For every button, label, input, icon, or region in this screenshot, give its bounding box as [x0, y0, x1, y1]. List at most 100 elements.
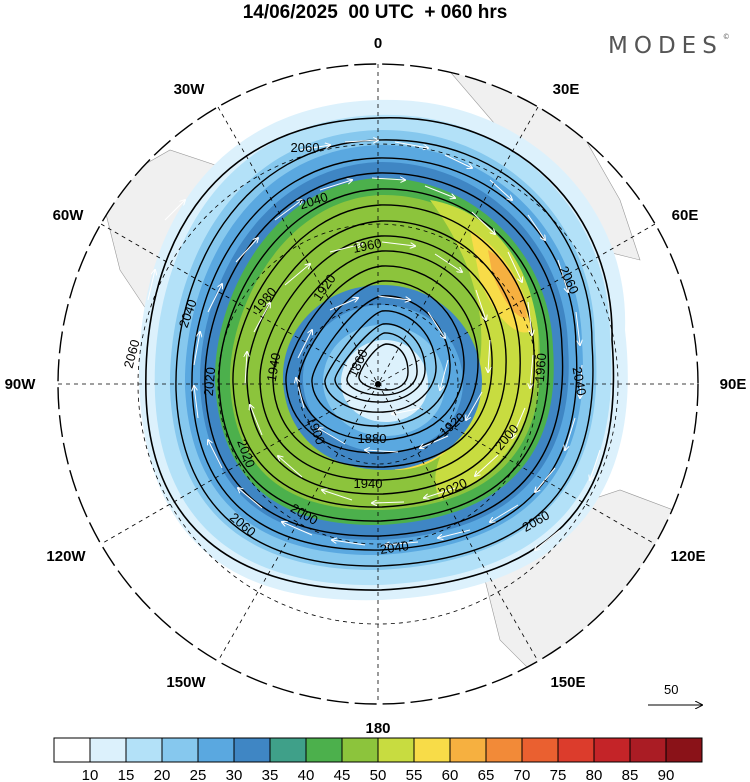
wind-vector — [424, 487, 456, 498]
wind-vector — [318, 428, 346, 445]
colorbar-swatch — [305, 737, 343, 763]
wind-vector — [590, 449, 601, 480]
colorbar-label: 90 — [658, 767, 675, 782]
lon-label-180: 180 — [365, 720, 390, 737]
colorbar-label: 80 — [586, 767, 603, 782]
colorbar-swatch — [485, 737, 523, 763]
colorbar-swatch — [449, 737, 487, 763]
wind-vector — [322, 490, 353, 501]
colorbar-swatch — [557, 737, 595, 763]
contour-label: 1940 — [264, 352, 284, 383]
colorbar-label: 25 — [190, 767, 207, 782]
wind-vector — [565, 417, 576, 450]
colorbar-swatch — [593, 737, 631, 763]
contour-label: 1940 — [354, 476, 383, 491]
wind-vector — [424, 185, 455, 198]
contour-1860 — [358, 343, 409, 391]
wind-vector — [278, 456, 303, 478]
wind-vector — [444, 154, 472, 168]
colorbar-label: 65 — [478, 767, 495, 782]
wind-vector — [381, 241, 415, 246]
wind-vector — [427, 311, 445, 338]
contour-label: 2040 — [570, 366, 590, 397]
wind-vector — [471, 211, 495, 234]
pole-marker — [375, 381, 381, 387]
colorbar-label: 10 — [82, 767, 99, 782]
wind-vector — [434, 253, 462, 272]
wind-vectors — [147, 140, 601, 550]
lon-label-90e: 90E — [720, 376, 747, 393]
colorbar-swatch — [665, 737, 703, 763]
contour-2000 — [232, 204, 535, 508]
wind-vector — [253, 303, 270, 333]
lon-label-30w: 30W — [174, 81, 206, 98]
wind-vector — [475, 289, 486, 320]
wind-vector — [488, 339, 490, 372]
wind-vector — [530, 354, 534, 388]
contour-1880 — [346, 332, 418, 396]
wind-speed-shading — [139, 99, 628, 601]
contour-label: 2020 — [201, 367, 218, 397]
wind-vector — [332, 540, 366, 546]
contour-label: 1960 — [351, 235, 382, 256]
copyright-mark: © — [722, 33, 730, 41]
colorbar-label: 40 — [298, 767, 315, 782]
wind-vector — [507, 251, 522, 282]
wind-vector — [392, 407, 423, 414]
contour-2020 — [204, 172, 564, 537]
colorbar-label: 15 — [118, 767, 135, 782]
wind-vector — [282, 522, 313, 536]
contour-2040 — [175, 139, 594, 567]
wind-vector — [319, 180, 352, 191]
colorbar-label: 30 — [226, 767, 243, 782]
wind-vector — [466, 391, 483, 420]
contour-1960 — [285, 265, 479, 454]
colorbar-swatch — [161, 737, 199, 763]
colorbar: 10 15 20 25 30 35 40 45 50 55 60 65 70 75 80 85 90 — [53, 737, 703, 782]
wind-vector — [164, 200, 185, 221]
contour-1900 — [334, 323, 426, 403]
colorbar-label: 20 — [154, 767, 171, 782]
wind-vector — [371, 178, 405, 180]
colorbar-label: 85 — [622, 767, 639, 782]
wind-vector — [385, 541, 419, 545]
contour-label: 2060 — [121, 338, 143, 370]
contour-label: 1880 — [358, 431, 387, 446]
colorbar-swatch — [233, 737, 271, 763]
colorbar-swatch — [629, 737, 667, 763]
wind-vector — [274, 200, 302, 221]
lon-label-120w: 120W — [46, 548, 86, 565]
colorbar-label: 60 — [442, 767, 459, 782]
colorbar-swatch — [521, 737, 559, 763]
wind-vector — [147, 270, 155, 301]
wind-vector — [575, 311, 580, 345]
wind-vector — [194, 386, 199, 419]
wind-vector — [440, 359, 449, 390]
colorbar-swatch — [89, 737, 127, 763]
wind-vector — [394, 141, 428, 148]
wind-vector — [580, 364, 582, 398]
colorbar-swatch — [125, 737, 163, 763]
wind-vector — [329, 244, 362, 253]
wind-vector — [365, 450, 399, 452]
wind-vector — [296, 378, 305, 409]
map-border — [57, 63, 699, 705]
lon-label-30e: 30E — [553, 81, 580, 98]
wind-vector — [490, 504, 519, 522]
map-title: 14/06/2025 00 UTC + 060 hrs — [242, 2, 508, 23]
lon-label-150w: 150W — [166, 674, 206, 691]
longitude-labels: 0 30E 60E 90E 120E 150E 180 150W 120W 90… — [5, 35, 747, 737]
colorbar-label: 35 — [262, 767, 279, 782]
contour-label: 2040 — [379, 538, 410, 557]
wind-vector — [193, 332, 200, 366]
colorbar-swatch — [53, 737, 91, 763]
colorbar-swatch — [341, 737, 379, 763]
contour-1980 — [259, 235, 507, 481]
colorbar-label: 70 — [514, 767, 531, 782]
wind-vector — [329, 298, 358, 311]
wind-vector — [250, 405, 263, 436]
contour-1940 — [311, 295, 451, 427]
colorbar-swatch — [269, 737, 307, 763]
vector-reference-value: 50 — [664, 682, 679, 697]
